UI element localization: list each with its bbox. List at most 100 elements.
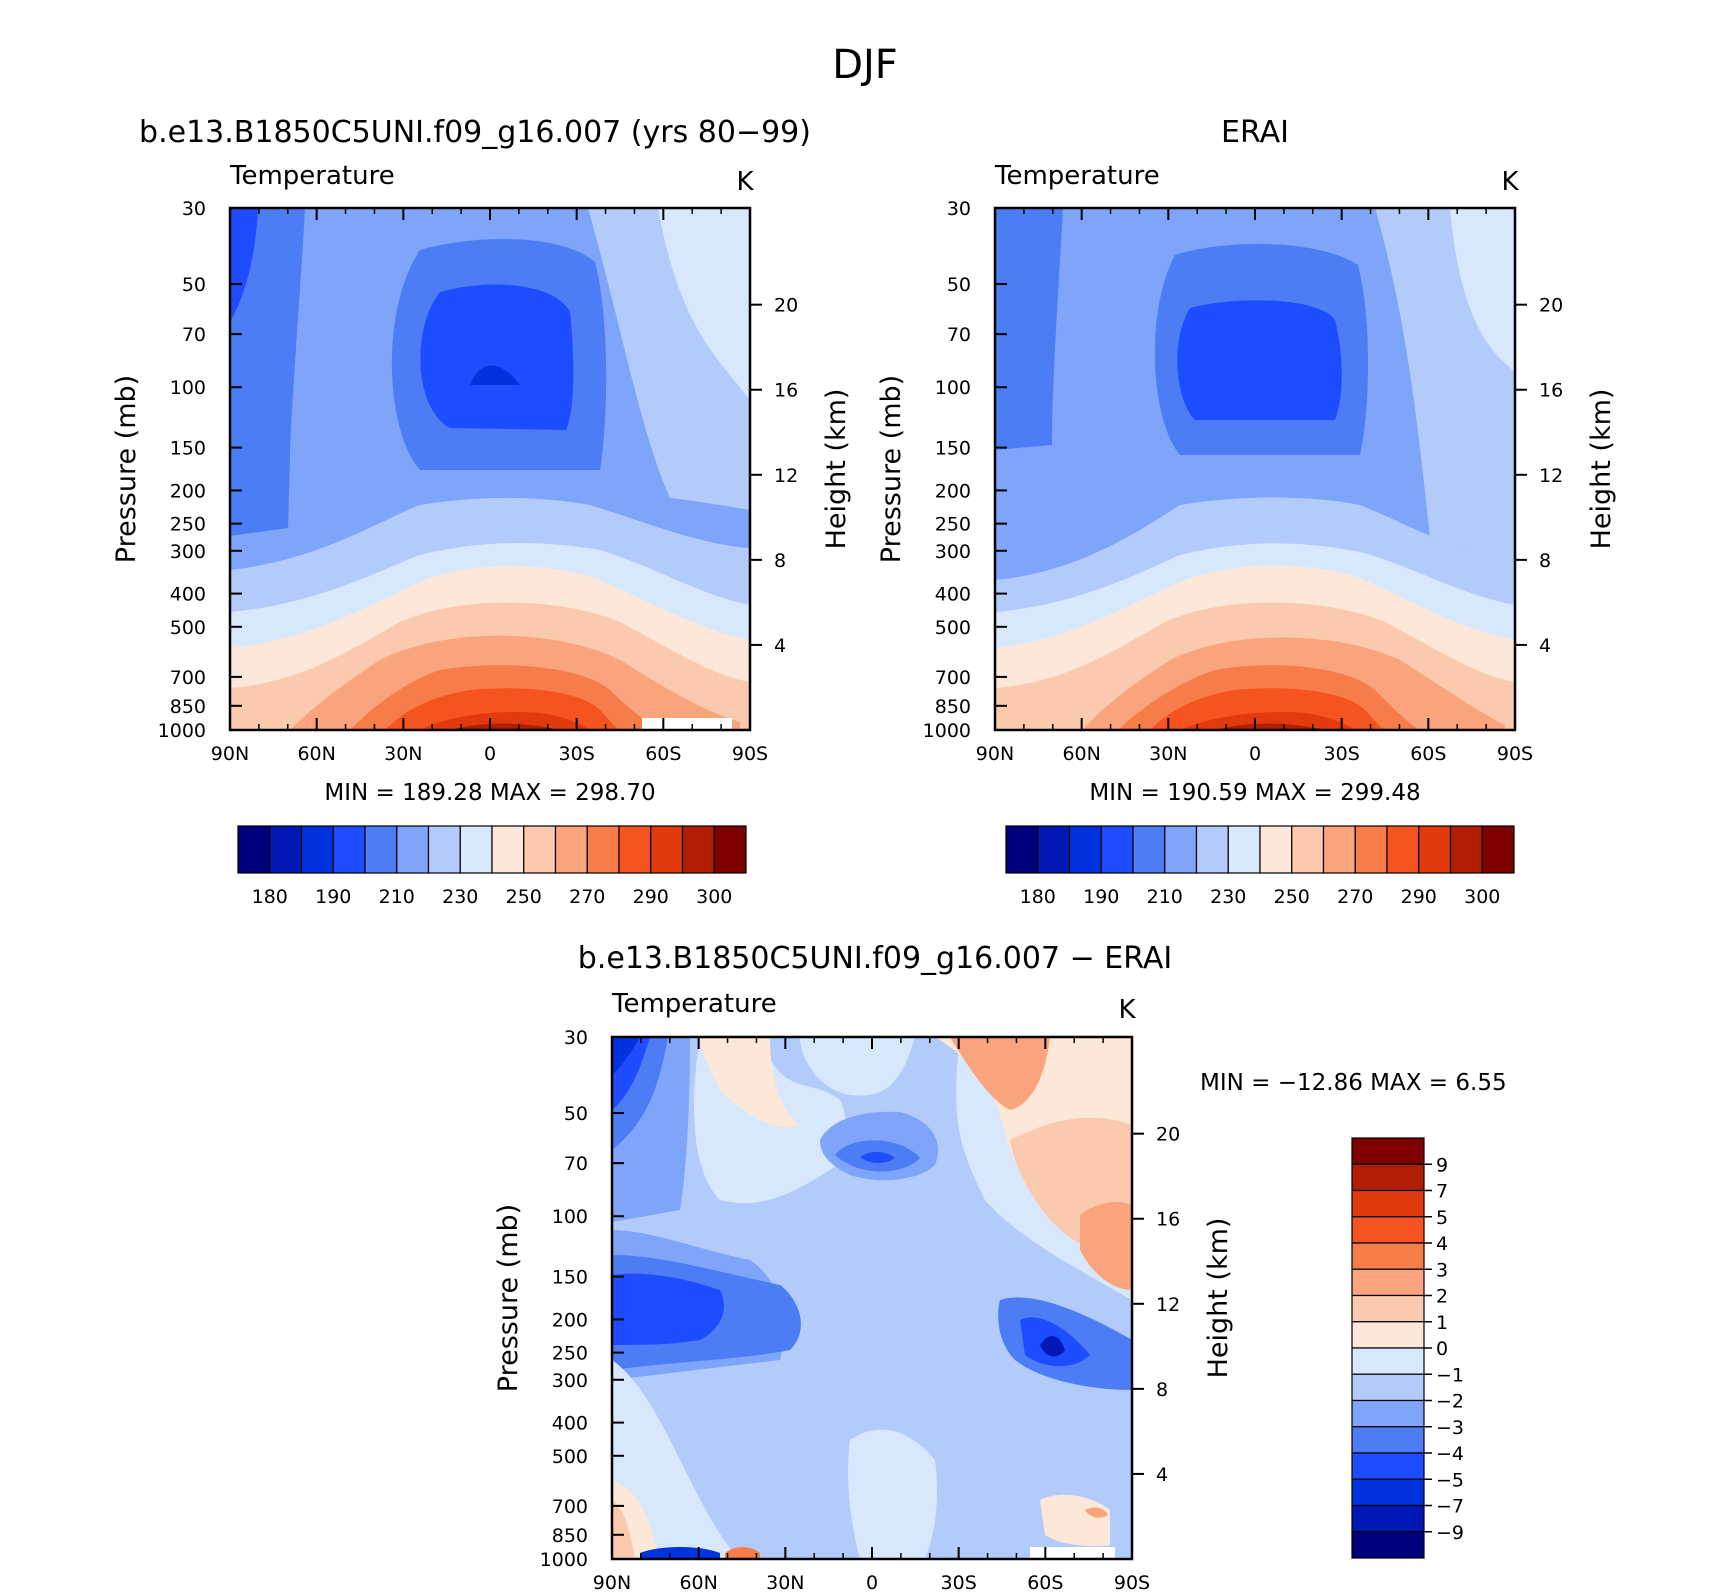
colorbar-swatch <box>618 825 652 874</box>
y-tick-label: 30 <box>182 198 206 220</box>
colorbar-swatch <box>332 825 366 874</box>
colorbar-swatch <box>1449 825 1483 874</box>
y-tick-label: 30 <box>947 198 971 220</box>
colorbar-swatch <box>1351 1268 1425 1297</box>
x-tick-label: 60N <box>297 743 335 765</box>
colorbar-label: 180 <box>1020 886 1056 908</box>
contour-fill-plus2-lower-south <box>1085 1507 1108 1518</box>
contour-fill-plus2-south-low <box>1080 1202 1132 1290</box>
colorbar-swatch <box>1351 1294 1425 1323</box>
contour-fill-minus4-mid <box>612 1273 724 1345</box>
colorbar-swatch <box>1351 1504 1425 1533</box>
y2-tick-label: 4 <box>774 635 786 657</box>
panel-model-contours <box>230 208 750 730</box>
x-tick-label: 90N <box>593 1572 631 1590</box>
x-tick-label: 60S <box>645 743 681 765</box>
colorbar-swatch <box>1005 825 1039 874</box>
y2-tick-label: 16 <box>1539 380 1563 402</box>
contour-fill-210-pole <box>995 208 1063 450</box>
y-tick-label: 300 <box>170 541 206 563</box>
y-tick-label: 30 <box>564 1027 588 1049</box>
colorbar-swatch <box>269 825 303 874</box>
contour-fill-0-lower <box>612 1360 740 1559</box>
colorbar-swatch <box>1354 825 1388 874</box>
panel-model-title: b.e13.B1850C5UNI.f09_g16.007 (yrs 80−99) <box>139 115 811 150</box>
contour-fill-210-pole <box>230 208 305 536</box>
x-tick-label: 60N <box>679 1572 717 1590</box>
x-tick-label: 30S <box>941 1572 977 1590</box>
colorbar-label: 250 <box>1274 886 1310 908</box>
panel-diff-ticks: 90N 60N 30N 0 30S 60S 90S 30 50 70 100 150 200 250 300… <box>493 1027 1234 1594</box>
y-axis-label: Pressure (mb) <box>876 375 907 563</box>
y2-tick-label: 16 <box>1156 1209 1180 1231</box>
y2-tick-label: 8 <box>1539 550 1551 572</box>
y-tick-label: 300 <box>935 541 971 563</box>
y-tick-label: 500 <box>170 617 206 639</box>
colorbar-label: 7 <box>1436 1181 1448 1203</box>
x-tick-label: 0 <box>484 743 496 765</box>
panel-obs: ERAI Temperature K 90N 60N 30N 0 30S 60S 90S 30… <box>876 115 1617 908</box>
y2-axis-label: Height (km) <box>821 389 852 550</box>
y-tick-label: 150 <box>170 438 206 460</box>
colorbar-swatch <box>1351 1426 1425 1454</box>
contour-fill-plus0-lower-south <box>1040 1494 1110 1547</box>
x-tick-label: 60S <box>1410 743 1446 765</box>
panel-diff-minmax: MIN = −12.86 MAX = 6.55 <box>1200 1070 1507 1096</box>
colorbar-swatch <box>713 825 747 874</box>
colorbar-label: 230 <box>1210 886 1246 908</box>
y-tick-label: 400 <box>935 584 971 606</box>
y2-tick-label: 4 <box>1539 635 1551 657</box>
panel-diff-contours <box>612 1037 1132 1559</box>
x-tick-label: 30N <box>384 743 422 765</box>
colorbar-label: −1 <box>1436 1364 1464 1386</box>
y-tick-label: 100 <box>170 377 206 399</box>
colorbar-swatch <box>1481 825 1515 874</box>
y2-tick-label: 12 <box>1539 465 1563 487</box>
y2-tick-label: 8 <box>1156 1379 1168 1401</box>
y-axis-label: Pressure (mb) <box>493 1204 524 1392</box>
colorbar-label: 0 <box>1436 1338 1448 1360</box>
colorbar-swatch <box>1351 1478 1425 1507</box>
colorbar-label: −3 <box>1436 1417 1464 1439</box>
contour-fill-295 <box>1180 712 1355 730</box>
contour-fill-plus3-surface <box>725 1547 760 1559</box>
y-tick-label: 200 <box>935 480 971 502</box>
panel-model-minmax: MIN = 189.28 MAX = 298.70 <box>324 780 655 806</box>
y2-tick-label: 12 <box>1156 1294 1180 1316</box>
colorbar-swatch <box>1164 825 1198 874</box>
y-tick-label: 300 <box>552 1370 588 1392</box>
panel-obs-units: K <box>1501 167 1519 197</box>
y2-axis-label: Height (km) <box>1203 1218 1234 1379</box>
colorbar-swatch <box>1351 1399 1425 1428</box>
colorbar-swatch <box>1068 825 1102 874</box>
colorbar-swatch <box>1386 825 1420 874</box>
colorbar-swatch <box>1351 1373 1425 1402</box>
y-tick-label: 500 <box>935 617 971 639</box>
y2-tick-label: 12 <box>774 465 798 487</box>
colorbar-label: −2 <box>1436 1391 1464 1413</box>
contour-fill-200-pole <box>230 208 258 322</box>
missing-data-gap <box>1030 1547 1115 1559</box>
colorbar-label: 290 <box>1401 886 1437 908</box>
y-tick-label: 250 <box>170 514 206 536</box>
colorbar-swatch <box>1351 1137 1425 1165</box>
colorbar-swatch <box>491 825 525 874</box>
y2-tick-label: 20 <box>1156 1124 1180 1146</box>
colorbar-swatch <box>650 825 684 874</box>
contour-fill-minus4-core <box>860 1151 895 1164</box>
colorbar-label: 9 <box>1436 1154 1448 1176</box>
colorbar-swatch <box>1351 1452 1425 1480</box>
colorbar-label: 2 <box>1436 1286 1448 1308</box>
x-tick-label: 60S <box>1027 1572 1063 1590</box>
y-tick-label: 200 <box>170 480 206 502</box>
colorbar-label: 270 <box>569 886 605 908</box>
colorbar-swatch <box>237 825 271 874</box>
panel-obs-ticks: 90N 60N 30N 0 30S 60S 90S 30 50 70 100 150 200 250 300… <box>876 198 1617 765</box>
colorbar-swatch <box>1351 1189 1425 1218</box>
y-tick-label: 500 <box>552 1446 588 1468</box>
x-tick-label: 90N <box>211 743 249 765</box>
y-tick-label: 850 <box>935 696 971 718</box>
missing-data-gap <box>642 718 732 730</box>
colorbar-swatch <box>364 825 398 874</box>
